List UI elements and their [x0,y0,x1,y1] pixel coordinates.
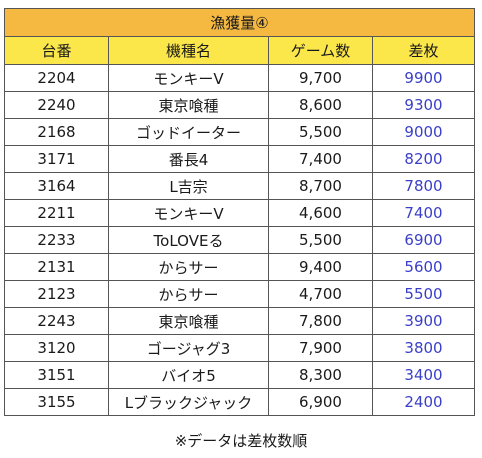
table-row: 2211 モンキーV 4,600 7400 [4,199,476,227]
cell-kishu: L吉宗 [108,172,269,200]
table-row: 2123 からサー 4,700 5500 [4,280,476,308]
cell-kishu: バイオ5 [108,361,269,389]
cell-game: 4,600 [268,199,373,227]
cell-game: 5,500 [268,226,373,254]
cell-game: 7,800 [268,307,373,335]
table-row: 3164 L吉宗 8,700 7800 [4,172,476,200]
cell-diff: 9000 [371,118,476,146]
cell-kishu: モンキーV [108,64,269,92]
cell-diff: 7400 [371,199,476,227]
cell-kishu: 番長4 [108,145,269,173]
table-row: 3155 Lブラックジャック 6,900 2400 [4,388,476,416]
cell-diff: 3800 [371,334,476,362]
cell-dai: 3120 [4,334,109,362]
cell-dai: 2233 [4,226,109,254]
cell-diff: 2400 [371,388,476,416]
cell-dai: 2123 [4,280,109,308]
cell-diff: 9900 [371,64,476,92]
cell-dai: 3171 [4,145,109,173]
cell-game: 9,400 [268,253,373,281]
cell-dai: 2243 [4,307,109,335]
cell-dai: 2240 [4,91,109,119]
table-body: 2204 モンキーV 9,700 9900 2240 東京喰種 8,600 9300 2168 ゴ… [4,64,476,416]
cell-diff: 9300 [371,91,476,119]
cell-kishu: モンキーV [108,199,269,227]
table-title: 漁獲量④ [3,8,476,37]
cell-game: 6,900 [268,388,373,416]
table-row: 2243 東京喰種 7,800 3900 [4,307,476,335]
table-row: 2204 モンキーV 9,700 9900 [4,64,476,92]
cell-kishu: 東京喰種 [108,307,269,335]
cell-kishu: ゴッドイーター [108,118,269,146]
cell-game: 7,400 [268,145,373,173]
cell-game: 5,500 [268,118,373,146]
data-table-container: 漁獲量④ 台番 機種名 ゲーム数 差枚 2204 モンキーV 9,700 9900 22… [3,8,476,416]
cell-dai: 3151 [4,361,109,389]
table-row: 2233 ToLOVEる 5,500 6900 [4,226,476,254]
cell-game: 8,600 [268,91,373,119]
column-header-game: ゲーム数 [268,36,373,65]
cell-kishu: からサー [108,280,269,308]
footnote: ※データは差枚数順 [174,432,308,450]
cell-kishu: ゴージャグ3 [108,334,269,362]
cell-dai: 3164 [4,172,109,200]
cell-dai: 2204 [4,64,109,92]
column-header-diff: 差枚 [371,36,476,65]
cell-diff: 7800 [371,172,476,200]
cell-game: 4,700 [268,280,373,308]
catch-table: 漁獲量④ 台番 機種名 ゲーム数 差枚 2204 モンキーV 9,700 9900 22… [3,8,476,416]
cell-game: 9,700 [268,64,373,92]
table-row: 3120 ゴージャグ3 7,900 3800 [4,334,476,362]
cell-diff: 5500 [371,280,476,308]
cell-game: 8,300 [268,361,373,389]
cell-kishu: ToLOVEる [108,226,269,254]
cell-game: 7,900 [268,334,373,362]
cell-dai: 2131 [4,253,109,281]
header-row: 台番 機種名 ゲーム数 差枚 [4,36,476,65]
cell-kishu: 東京喰種 [108,91,269,119]
cell-diff: 3900 [371,307,476,335]
cell-game: 8,700 [268,172,373,200]
cell-diff: 5600 [371,253,476,281]
cell-diff: 3400 [371,361,476,389]
cell-diff: 6900 [371,226,476,254]
table-row: 2240 東京喰種 8,600 9300 [4,91,476,119]
table-row: 2168 ゴッドイーター 5,500 9000 [4,118,476,146]
table-row: 2131 からサー 9,400 5600 [4,253,476,281]
cell-kishu: からサー [108,253,269,281]
cell-diff: 8200 [371,145,476,173]
cell-dai: 2168 [4,118,109,146]
cell-kishu: Lブラックジャック [108,388,269,416]
table-row: 3151 バイオ5 8,300 3400 [4,361,476,389]
column-header-kishu: 機種名 [108,36,269,65]
cell-dai: 3155 [4,388,109,416]
cell-dai: 2211 [4,199,109,227]
column-header-dai: 台番 [4,36,109,65]
table-row: 3171 番長4 7,400 8200 [4,145,476,173]
